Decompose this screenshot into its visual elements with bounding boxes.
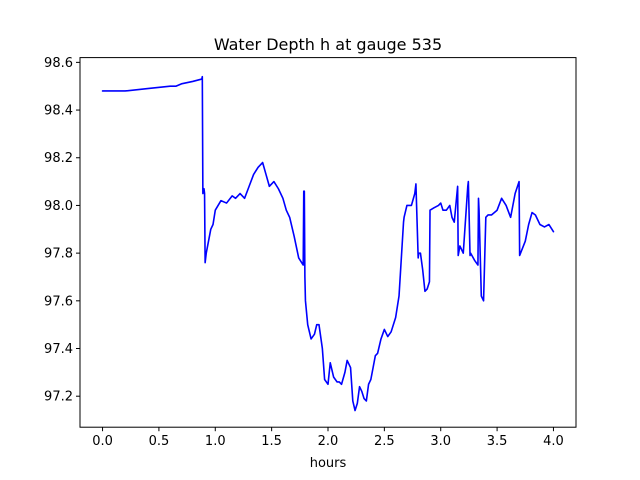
x-tick-label: 1.0: [205, 434, 226, 449]
x-axis-label: hours: [310, 456, 347, 471]
x-tick-label: 0.0: [92, 434, 113, 449]
y-tick-label: 97.6: [44, 294, 73, 309]
x-tick-label: 0.5: [149, 434, 170, 449]
x-tick-label: 2.0: [318, 434, 339, 449]
series-group: [101, 75, 555, 412]
x-axis: 0.0 0.5 1.0 1.5 2.0 2.5 3.0 3.5 4.0: [92, 427, 564, 449]
chart-title: Water Depth h at gauge 535: [214, 35, 442, 54]
y-axis: 97.2 97.4 97.6 97.8 98.0 98.2 98.4 98.6: [44, 56, 80, 405]
y-tick-label: 97.8: [44, 247, 73, 262]
y-tick-label: 98.4: [44, 104, 73, 119]
x-tick-label: 4.0: [543, 434, 564, 449]
y-tick-label: 98.6: [44, 56, 73, 71]
x-tick-label: 3.0: [430, 434, 451, 449]
x-tick-label: 3.5: [487, 434, 508, 449]
x-tick-label: 2.5: [374, 434, 395, 449]
y-tick-label: 97.2: [44, 390, 73, 405]
y-tick-label: 97.4: [44, 342, 73, 357]
x-tick-label: 1.5: [261, 434, 282, 449]
y-tick-label: 98.2: [44, 151, 73, 166]
series-line-1: [101, 75, 555, 412]
y-tick-label: 98.0: [44, 199, 73, 214]
plot-area-frame: [79, 57, 577, 428]
